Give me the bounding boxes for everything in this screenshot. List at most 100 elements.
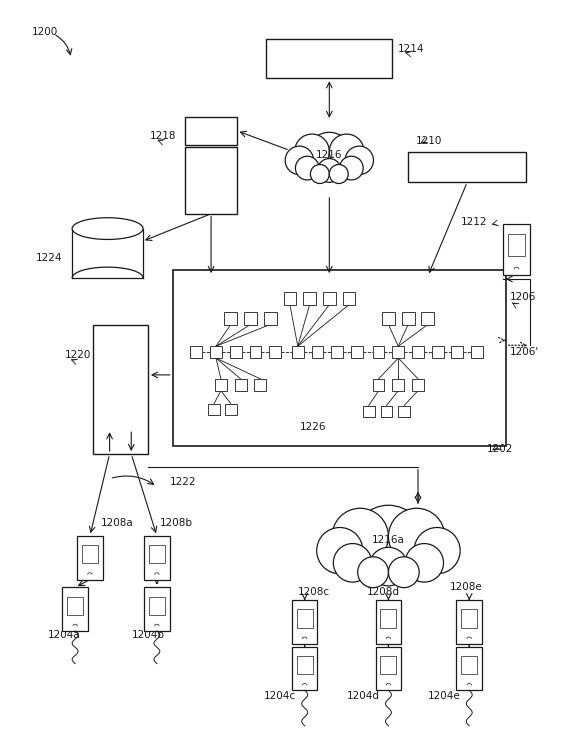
Bar bbox=[375, 600, 401, 644]
Circle shape bbox=[414, 528, 460, 574]
Bar bbox=[144, 588, 170, 631]
Bar bbox=[392, 346, 404, 358]
Circle shape bbox=[340, 156, 363, 180]
Bar bbox=[380, 656, 396, 674]
Bar bbox=[244, 312, 257, 325]
Bar bbox=[471, 346, 483, 358]
Bar bbox=[208, 403, 220, 416]
Bar bbox=[67, 597, 83, 615]
Bar bbox=[249, 346, 261, 358]
Bar bbox=[264, 312, 277, 325]
Text: 1220: 1220 bbox=[65, 350, 92, 360]
Text: 1216a: 1216a bbox=[372, 535, 405, 545]
Circle shape bbox=[317, 528, 363, 574]
Ellipse shape bbox=[72, 217, 143, 239]
Bar bbox=[269, 346, 281, 358]
Bar bbox=[402, 312, 414, 325]
Bar bbox=[215, 379, 227, 391]
Bar bbox=[235, 379, 247, 391]
Bar bbox=[342, 292, 356, 305]
Text: 1202: 1202 bbox=[487, 444, 513, 454]
Circle shape bbox=[405, 544, 443, 582]
Bar bbox=[456, 647, 482, 690]
Bar bbox=[312, 346, 323, 358]
Text: 1206: 1206 bbox=[510, 292, 536, 302]
Bar bbox=[77, 536, 103, 580]
Circle shape bbox=[295, 134, 329, 169]
Bar bbox=[82, 545, 98, 564]
Bar bbox=[380, 406, 392, 417]
Circle shape bbox=[310, 165, 329, 184]
Text: 1208a: 1208a bbox=[101, 518, 133, 529]
Bar bbox=[297, 656, 312, 674]
Bar bbox=[225, 403, 236, 416]
Circle shape bbox=[332, 508, 388, 565]
Circle shape bbox=[295, 156, 319, 180]
Text: 1224: 1224 bbox=[36, 253, 62, 264]
Text: 1208d: 1208d bbox=[367, 587, 400, 597]
Bar bbox=[462, 610, 477, 628]
Text: 1210: 1210 bbox=[416, 135, 442, 146]
Bar bbox=[408, 152, 526, 182]
Bar bbox=[266, 39, 392, 78]
Text: 1200: 1200 bbox=[32, 27, 58, 37]
Text: 1204d: 1204d bbox=[348, 691, 380, 701]
Bar bbox=[456, 600, 482, 644]
Bar bbox=[303, 292, 316, 305]
Circle shape bbox=[388, 508, 445, 565]
Bar bbox=[398, 406, 410, 417]
Text: 1218: 1218 bbox=[150, 130, 176, 141]
Bar bbox=[392, 379, 404, 391]
Bar bbox=[173, 270, 506, 446]
Text: 1204a: 1204a bbox=[48, 630, 81, 640]
Text: 1212: 1212 bbox=[460, 217, 487, 227]
Bar bbox=[363, 406, 375, 417]
Bar bbox=[292, 346, 304, 358]
Circle shape bbox=[345, 146, 374, 175]
Text: 1204b: 1204b bbox=[132, 630, 165, 640]
Bar bbox=[149, 545, 165, 564]
Circle shape bbox=[285, 146, 314, 175]
Bar bbox=[210, 346, 222, 358]
Bar bbox=[373, 346, 384, 358]
Bar bbox=[323, 292, 336, 305]
Bar bbox=[185, 146, 236, 214]
Bar bbox=[331, 346, 343, 358]
Circle shape bbox=[318, 159, 341, 182]
Bar bbox=[292, 600, 318, 644]
Circle shape bbox=[307, 132, 352, 176]
Bar bbox=[144, 536, 170, 580]
Text: 1208c: 1208c bbox=[298, 587, 330, 597]
Bar bbox=[412, 346, 424, 358]
Bar bbox=[185, 117, 236, 144]
Bar bbox=[462, 656, 477, 674]
Circle shape bbox=[369, 548, 408, 586]
Bar bbox=[230, 346, 242, 358]
Bar bbox=[94, 326, 147, 454]
Bar bbox=[412, 379, 424, 391]
Text: 1216: 1216 bbox=[316, 150, 342, 160]
Bar bbox=[292, 647, 318, 690]
Bar bbox=[284, 292, 297, 305]
Bar bbox=[451, 346, 463, 358]
Bar bbox=[255, 379, 266, 391]
Bar bbox=[380, 610, 396, 628]
Bar bbox=[225, 312, 237, 325]
Bar bbox=[503, 224, 530, 275]
Text: 1208e: 1208e bbox=[450, 583, 483, 592]
Circle shape bbox=[329, 165, 348, 184]
Circle shape bbox=[329, 134, 364, 169]
Circle shape bbox=[388, 557, 419, 588]
Bar bbox=[382, 312, 395, 325]
Bar bbox=[373, 379, 384, 391]
Bar bbox=[297, 610, 312, 628]
Bar bbox=[508, 234, 525, 256]
Bar bbox=[191, 346, 202, 358]
Circle shape bbox=[353, 505, 424, 578]
Circle shape bbox=[333, 544, 372, 582]
Text: 1222: 1222 bbox=[170, 477, 196, 487]
Text: 1206': 1206' bbox=[510, 347, 539, 357]
Bar bbox=[432, 346, 443, 358]
Circle shape bbox=[358, 557, 388, 588]
Text: 1204c: 1204c bbox=[264, 691, 296, 701]
